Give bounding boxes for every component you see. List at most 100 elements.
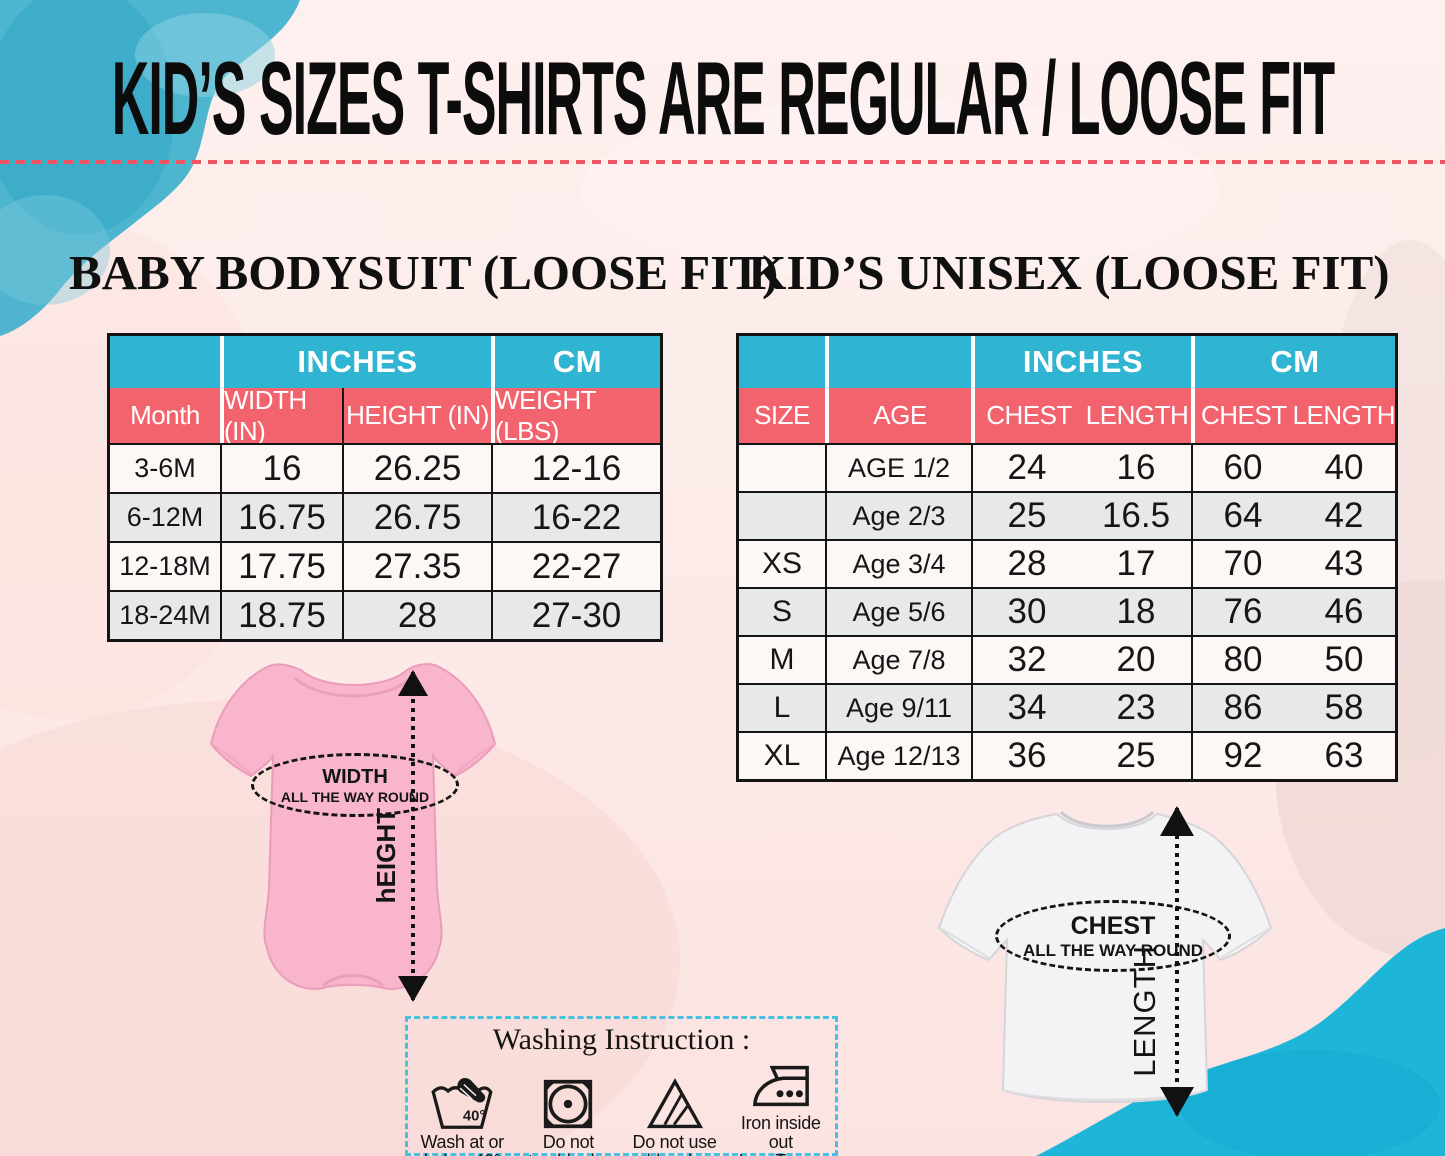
- wash-at-40-icon: 40°: [431, 1078, 493, 1129]
- measure-label: WIDTH: [322, 765, 388, 788]
- dashed-divider: [0, 160, 1445, 164]
- table-cell: 3-6M: [110, 443, 220, 492]
- washing-caption: Iron inside out Low Temp.: [739, 1113, 823, 1156]
- table-cell: 36: [971, 731, 1081, 779]
- arrow-up-icon: [398, 670, 428, 696]
- table-cell: 76: [1191, 587, 1293, 635]
- table-corner-cell: [825, 336, 971, 388]
- table-cell: 30: [971, 587, 1081, 635]
- table-cell: 17: [1081, 539, 1191, 587]
- table-cell: Age 3/4: [825, 539, 971, 587]
- table-cell: 24: [971, 443, 1081, 491]
- column-header: CHEST: [986, 400, 1072, 430]
- teal-wave: [1036, 928, 1445, 1156]
- table-cell: 28: [971, 539, 1081, 587]
- washing-title: Washing Instruction :: [492, 1023, 751, 1056]
- group-header-cm: CM: [491, 336, 660, 388]
- table-cell: 42: [1293, 491, 1395, 539]
- column-header: CHEST: [1200, 400, 1287, 430]
- pink-wash-blob: [580, 100, 1220, 280]
- table-cell: 16.5: [1081, 491, 1191, 539]
- table-cell: 80: [1191, 635, 1293, 683]
- table-cell: S: [739, 587, 825, 635]
- svg-text:40°: 40°: [463, 1109, 486, 1125]
- table-cell: 25: [1081, 731, 1191, 779]
- table-cell: 28: [342, 590, 491, 639]
- column-header: WIDTH (IN): [220, 388, 342, 443]
- washing-item: Iron inside out Low Temp.: [729, 1061, 833, 1156]
- table-cell: 92: [1191, 731, 1293, 779]
- table-cell: AGE 1/2: [825, 443, 971, 491]
- washing-caption: Wash at or below 40°: [420, 1132, 505, 1156]
- table-cell: 6-12M: [110, 492, 220, 541]
- kids-size-table: INCHES CM SIZE AGE CHEST LENGTH CHEST LE…: [736, 333, 1398, 782]
- table-cell: 16: [1081, 443, 1191, 491]
- table-cell: 12-18M: [110, 541, 220, 590]
- table-cell: 43: [1293, 539, 1395, 587]
- teal-corner-blob: [0, 0, 300, 336]
- column-header-group: CHEST LENGTH: [1191, 388, 1395, 443]
- length-arrow-label: LENGTH: [1127, 945, 1162, 1077]
- table-corner-cell: [110, 336, 220, 388]
- baby-section-heading: BABY BODYSUIT (LOOSE FIT): [69, 245, 779, 300]
- table-cell: [739, 491, 825, 539]
- measure-sublabel: ALL THE WAY ROUND: [280, 788, 430, 805]
- washing-caption: Do not use bleach.: [632, 1132, 717, 1156]
- table-cell: L: [739, 683, 825, 731]
- table-cell: 26.25: [342, 443, 491, 492]
- group-header-cm: CM: [1191, 336, 1395, 388]
- chest-measure-ellipse: CHEST ALL THE WAY ROUND: [995, 900, 1231, 972]
- table-cell: 17.75: [220, 541, 342, 590]
- height-arrow-label: hEIGHT: [371, 808, 401, 904]
- washing-caption: Do not tumble dry: [528, 1132, 609, 1156]
- table-cell: Age 5/6: [825, 587, 971, 635]
- table-cell: 58: [1293, 683, 1395, 731]
- kids-tshirt-figure: CHEST ALL THE WAY ROUND LENGTH: [937, 800, 1277, 1117]
- column-header: WEIGHT (LBS): [491, 388, 660, 443]
- washing-item: Do not tumble dry: [516, 1078, 620, 1156]
- table-cell: 86: [1191, 683, 1293, 731]
- table-cell: 23: [1081, 683, 1191, 731]
- do-not-tumble-dry-icon: [544, 1079, 593, 1129]
- washing-item: Do not use bleach.: [623, 1078, 727, 1156]
- table-cell: 32: [971, 635, 1081, 683]
- kids-section-heading: KID’S UNISEX (LOOSE FIT): [748, 245, 1390, 300]
- table-cell: Age 12/13: [825, 731, 971, 779]
- table-cell: 50: [1293, 635, 1395, 683]
- column-header: LENGTH: [1085, 400, 1189, 430]
- column-header-group: CHEST LENGTH: [971, 388, 1191, 443]
- table-cell: [739, 443, 825, 491]
- column-header: HEIGHT (IN): [342, 388, 491, 443]
- do-not-bleach-icon: [646, 1078, 703, 1129]
- table-cell: 22-27: [491, 541, 660, 590]
- table-cell: 70: [1191, 539, 1293, 587]
- table-cell: Age 9/11: [825, 683, 971, 731]
- table-cell: 64: [1191, 491, 1293, 539]
- arrow-down-icon: [398, 976, 428, 1002]
- baby-bodysuit-figure: WIDTH ALL THE WAY ROUND hEIGHT: [205, 648, 500, 1005]
- arrow-up-icon: [1160, 806, 1194, 836]
- table-cell: 20: [1081, 635, 1191, 683]
- measure-label: CHEST: [1070, 911, 1156, 940]
- table-corner-cell: [739, 336, 825, 388]
- column-header: LENGTH: [1292, 400, 1395, 430]
- height-measure-arrow: [398, 670, 428, 1002]
- column-header: SIZE: [739, 388, 825, 443]
- arrow-down-icon: [1160, 1087, 1194, 1117]
- washing-items: 40° Wash at or below 40°: [408, 1061, 835, 1156]
- width-measure-ellipse: WIDTH ALL THE WAY ROUND: [251, 753, 459, 817]
- table-cell: 16.75: [220, 492, 342, 541]
- table-cell: M: [739, 635, 825, 683]
- table-cell: XS: [739, 539, 825, 587]
- column-header: AGE: [825, 388, 971, 443]
- table-cell: 34: [971, 683, 1081, 731]
- table-cell: 63: [1293, 731, 1395, 779]
- table-cell: 18-24M: [110, 590, 220, 639]
- table-cell: 46: [1293, 587, 1395, 635]
- table-cell: 18.75: [220, 590, 342, 639]
- table-cell: 16-22: [491, 492, 660, 541]
- table-cell: Age 2/3: [825, 491, 971, 539]
- table-cell: 27.35: [342, 541, 491, 590]
- group-header-inches: INCHES: [971, 336, 1191, 388]
